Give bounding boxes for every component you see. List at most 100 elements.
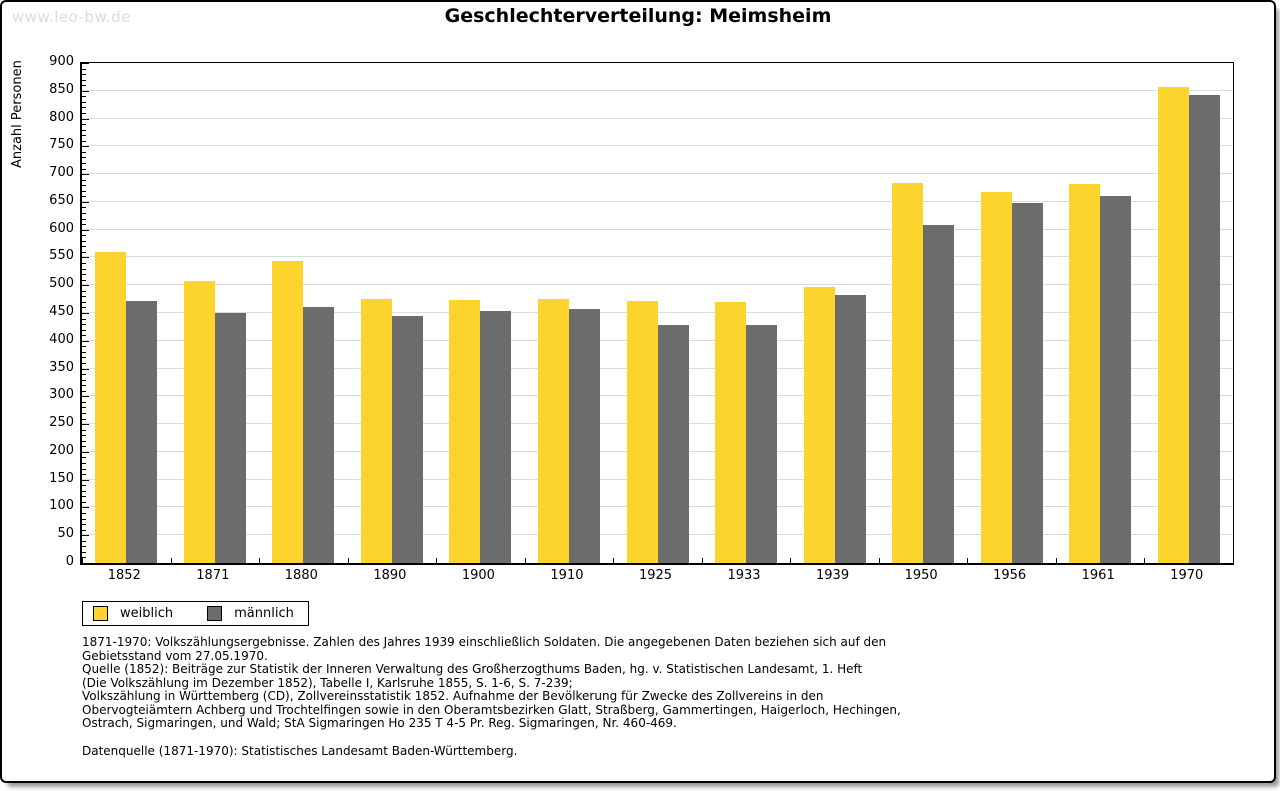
bar-männlich-1956 [1011, 203, 1043, 563]
y-axis-tick [82, 168, 86, 170]
y-axis-tick [82, 229, 89, 231]
y-axis-tick [82, 490, 86, 492]
y-axis-label: 0 [65, 554, 74, 569]
y-axis-tick [82, 218, 86, 220]
y-axis-tick [82, 474, 86, 476]
y-axis-tick [82, 385, 86, 387]
bar-weiblich-1871 [183, 281, 215, 563]
bar-weiblich-1933 [715, 302, 747, 563]
y-axis-tick [82, 85, 86, 87]
y-axis-tick [82, 396, 89, 398]
x-axis-label: 1950 [904, 568, 938, 583]
y-axis-label: 100 [49, 498, 74, 514]
bar-männlich-1880 [303, 306, 335, 563]
y-axis-tick [82, 401, 86, 403]
gridline [82, 117, 1233, 119]
footnote-line: Ostrach, Sigmaringen, und Wald; StA Sigm… [82, 716, 677, 730]
bar-männlich-1961 [1100, 196, 1132, 563]
x-axis-tick [82, 558, 83, 563]
y-axis-tick [82, 279, 86, 281]
y-axis-tick [82, 235, 86, 237]
bar-weiblich-1890 [360, 299, 392, 563]
bar-weiblich-1852 [95, 251, 127, 563]
y-axis-tick [82, 213, 86, 214]
y-axis-label: 500 [49, 276, 74, 292]
y-axis-tick [82, 324, 86, 326]
y-axis-tick [82, 446, 86, 448]
footnote-line: (Die Volkszählung im Dezember 1852), Tab… [82, 675, 573, 690]
y-axis-label: 650 [49, 192, 74, 208]
y-axis-tick [82, 329, 86, 331]
x-axis-tick [1055, 558, 1057, 563]
y-axis-tick [82, 451, 89, 453]
y-axis-label: 250 [49, 415, 74, 431]
y-axis-tick [82, 501, 86, 503]
y-axis-label: 200 [49, 442, 74, 458]
y-axis-tick [82, 363, 86, 364]
y-axis-tick [82, 157, 86, 159]
footnotes: 1871-1970: Volkszählungsergebnisse. Zahl… [82, 635, 901, 731]
y-axis-tick [82, 179, 86, 181]
y-axis-tick [82, 285, 89, 287]
gridline [82, 284, 1233, 286]
y-axis-tick [82, 429, 86, 431]
y-axis-tick [82, 274, 86, 276]
y-axis-tick [82, 251, 86, 253]
x-axis-label: 1871 [196, 568, 230, 583]
y-axis-tick [82, 379, 86, 381]
y-axis-tick [82, 246, 86, 248]
y-axis-tick [82, 551, 86, 553]
gridline [82, 228, 1233, 230]
x-axis-label: 1910 [550, 568, 584, 583]
y-axis-label: 400 [49, 331, 74, 347]
gridline [82, 256, 1233, 258]
bar-weiblich-1956 [980, 192, 1012, 563]
y-axis-tick [82, 335, 86, 337]
maennlich-swatch-icon [207, 606, 223, 621]
bar-männlich-1890 [391, 316, 423, 563]
gridline [82, 173, 1233, 175]
gridline [82, 200, 1233, 202]
y-axis-tick [82, 263, 86, 264]
y-axis-tick [82, 540, 86, 542]
y-axis-tick [82, 174, 89, 176]
bar-weiblich-1939 [803, 287, 835, 563]
y-axis-tick [82, 96, 86, 98]
x-axis-tick [1233, 558, 1234, 563]
x-axis-label: 1925 [638, 568, 673, 583]
gridline [82, 145, 1233, 147]
x-axis-tick [347, 558, 349, 563]
x-axis-label: 1939 [816, 568, 850, 583]
y-axis-tick [82, 340, 89, 342]
y-axis-tick [82, 190, 86, 192]
footnote-line: Gebietsstand vom 27.05.1970. [82, 648, 268, 663]
y-axis-tick [82, 240, 86, 242]
y-axis-tick [82, 140, 86, 142]
footnote-line: Volkszählung in Württemberg (CD), Zollve… [82, 689, 824, 703]
x-axis-tick [613, 558, 615, 563]
y-axis-tick [82, 468, 86, 470]
y-axis-tick [82, 101, 86, 103]
x-axis-tick [524, 558, 526, 563]
y-axis-tick [82, 479, 89, 481]
y-axis-label: 750 [49, 137, 74, 153]
y-axis-tick [82, 407, 86, 409]
y-axis-tick [82, 496, 86, 498]
y-axis-tick [82, 201, 89, 203]
y-axis-tick [82, 557, 86, 559]
y-axis-tick [82, 374, 86, 376]
y-axis-tick [82, 507, 89, 509]
x-axis-tick [967, 558, 969, 563]
gridline [82, 89, 1233, 91]
y-axis-tick [82, 513, 86, 514]
chart-title: Geschlechterverteilung: Meimsheim [444, 5, 832, 27]
x-axis-label: 1970 [1170, 568, 1204, 583]
y-axis-tick [82, 440, 86, 442]
bar-männlich-1925 [657, 325, 689, 563]
y-axis-tick [82, 196, 86, 198]
y-axis-tick [82, 518, 86, 520]
y-axis-tick [82, 90, 89, 92]
bar-weiblich-1910 [537, 298, 569, 563]
bar-weiblich-1961 [1069, 184, 1101, 563]
x-axis-label: 1956 [993, 568, 1027, 583]
